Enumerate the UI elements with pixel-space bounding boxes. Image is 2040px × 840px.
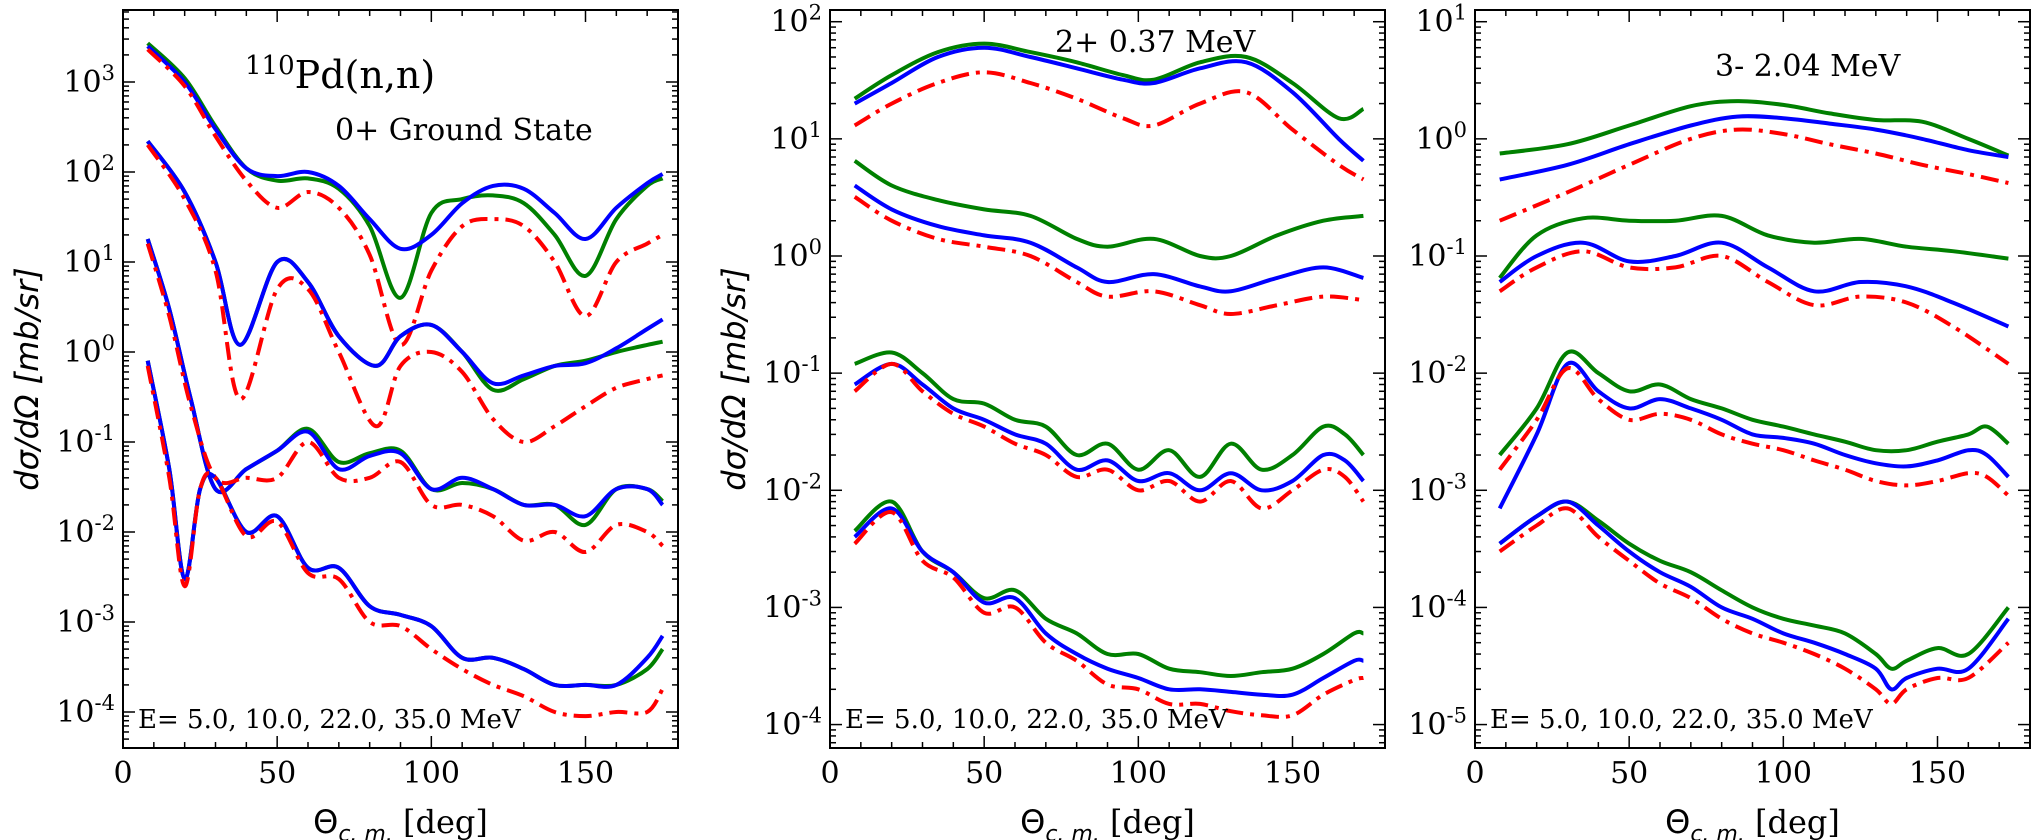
y-tick-label: 100 <box>1415 118 1467 157</box>
series-green-100 <box>853 159 1364 261</box>
x-tick-label: 150 <box>1909 756 1966 791</box>
y-tick-label: 10-3 <box>56 601 115 640</box>
series-red-50 <box>853 70 1365 182</box>
x-tick-label: 0 <box>820 756 839 791</box>
series-green-50 <box>1499 99 2010 158</box>
y-tick-label: 10-2 <box>56 511 115 550</box>
x-axis-label: Θc. m. [deg] <box>313 803 488 840</box>
curves <box>853 41 1366 719</box>
y-tick-label: 102 <box>770 1 822 40</box>
y-tick-label: 10-1 <box>1408 235 1467 274</box>
series-blue-100 <box>853 183 1364 294</box>
series-red-50 <box>1498 127 2009 223</box>
series-blue-350 <box>853 506 1364 699</box>
series-blue-50 <box>853 45 1365 163</box>
series-red-350 <box>1498 506 2010 706</box>
x-tick-label: 100 <box>1755 756 1812 791</box>
series-red-350 <box>853 510 1364 719</box>
series-blue-50 <box>1499 114 2009 182</box>
state-label: 2+ 0.37 MeV <box>1055 25 1257 60</box>
x-tick-label: 150 <box>1264 756 1321 791</box>
y-tick-label: 100 <box>63 331 115 370</box>
y-tick-label: 101 <box>1415 1 1467 40</box>
x-tick-label: 50 <box>1610 756 1648 791</box>
x-tick-label: 50 <box>965 756 1003 791</box>
y-axis-label: dσ/dΩ [mb/sr] <box>715 267 753 490</box>
y-tick-label: 10-3 <box>1408 469 1467 508</box>
panel-right: 0 50 100 150 10-5 10-4 10-3 10-2 10-1 100 101 Θc. m… <box>1408 1 2031 840</box>
series-blue-220 <box>853 361 1365 493</box>
series-blue-50 <box>146 44 664 252</box>
panel-left: 0 50 100 150 10-4 10-3 10-2 10-1 100 101 102 103 Θc.… <box>8 9 679 840</box>
state-label: 3- 2.04 MeV <box>1715 49 1902 84</box>
x-axis-label: Θc. m. [deg] <box>1020 803 1195 840</box>
x-tick-label: 150 <box>557 756 614 791</box>
y-tick-label: 10-4 <box>763 704 822 743</box>
x-tick-label: 100 <box>1110 756 1167 791</box>
series-red-100 <box>1498 249 2010 366</box>
series-red-220 <box>1498 366 2010 498</box>
energy-note: E= 5.0, 10.0, 22.0, 35.0 MeV <box>138 705 522 735</box>
y-tick-label: 10-2 <box>763 469 822 508</box>
y-tick-label: 100 <box>770 235 822 274</box>
y-tick-label: 101 <box>63 241 115 280</box>
y-tick-label: 10-2 <box>1408 352 1467 391</box>
series-green-350 <box>853 499 1364 678</box>
series-red-50 <box>146 47 664 347</box>
series-green-100 <box>146 140 664 393</box>
state-label: 0+ Ground State <box>335 113 593 148</box>
series-green-220 <box>1498 349 2010 457</box>
y-tick-label: 10-1 <box>763 352 822 391</box>
chart-title: 110Pd(n,n) <box>245 51 435 97</box>
y-tick-label: 10-4 <box>1408 586 1467 625</box>
series-blue-350 <box>1498 499 2010 692</box>
series-green-350 <box>1498 499 2010 671</box>
series-green-50 <box>853 41 1365 122</box>
series-red-220 <box>145 243 665 554</box>
series-blue-220 <box>1497 360 2010 510</box>
x-tick-label: 50 <box>258 756 296 791</box>
series-blue-100 <box>1498 240 2010 329</box>
x-axis-label: Θc. m. [deg] <box>1665 803 1840 840</box>
curves <box>1497 99 2010 706</box>
x-tick-label: 0 <box>1465 756 1484 791</box>
y-tick-label: 10-1 <box>56 421 115 460</box>
x-tick-label: 0 <box>113 756 132 791</box>
y-tick-label: 103 <box>63 61 115 100</box>
y-tick-label: 102 <box>63 151 115 190</box>
y-tick-label: 10-5 <box>1408 704 1467 743</box>
series-blue-100 <box>146 140 664 387</box>
series-red-350 <box>145 365 665 719</box>
series-green-100 <box>1498 213 2009 280</box>
panel-middle: 0 50 100 150 10-4 10-3 10-2 10-1 100 101 102 Θc. m.… <box>715 1 1386 840</box>
series-red-100 <box>853 195 1364 316</box>
series-green-220 <box>854 350 1365 479</box>
curves <box>145 41 665 719</box>
series-red-220 <box>853 361 1366 511</box>
energy-note: E= 5.0, 10.0, 22.0, 35.0 MeV <box>845 705 1229 735</box>
series-red-100 <box>146 143 664 445</box>
y-tick-label: 10-3 <box>763 586 822 625</box>
y-axis-label: dσ/dΩ [mb/sr] <box>8 267 46 490</box>
series-blue-220 <box>145 238 665 519</box>
x-tick-label: 100 <box>403 756 460 791</box>
y-tick-label: 10-4 <box>56 691 115 730</box>
y-tick-label: 101 <box>770 118 822 157</box>
energy-note: E= 5.0, 10.0, 22.0, 35.0 MeV <box>1490 705 1874 735</box>
